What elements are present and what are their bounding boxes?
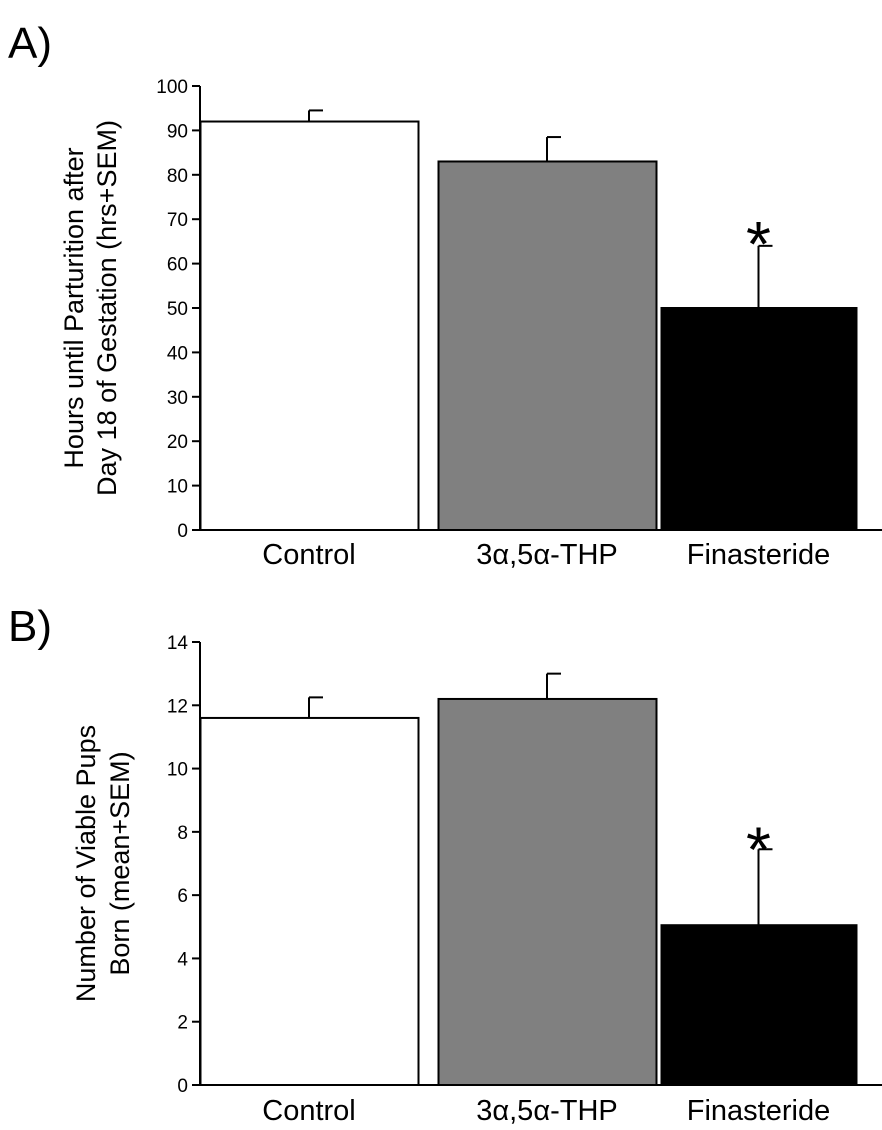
category-label: Finasteride <box>687 1095 830 1127</box>
y-tick-label: 20 <box>167 432 188 453</box>
bar-3-5-thp <box>437 160 658 531</box>
category-label: Finasteride <box>687 539 830 571</box>
bar-control <box>199 120 420 532</box>
y-tick-label: 10 <box>167 477 188 498</box>
significance-asterisk: * <box>746 813 771 885</box>
category-label: 3α,5α-THP <box>476 539 618 571</box>
panel-label: B) <box>8 602 52 651</box>
y-axis-title-line-1: Hours until Parturition after <box>59 147 89 468</box>
y-tick-label: 2 <box>177 1013 188 1034</box>
y-tick-label: 0 <box>177 1076 188 1097</box>
category-label: 3α,5α-THP <box>476 1095 618 1127</box>
bar-3-5-thp <box>437 697 658 1086</box>
y-axis-title-line-2: Born (mean+SEM) <box>105 751 135 975</box>
y-tick-label: 14 <box>167 633 189 654</box>
y-tick-label: 12 <box>167 696 188 717</box>
y-tick-label: 4 <box>177 949 188 970</box>
panel-a: A) Hours until Parturition after Day 18 of… <box>8 19 882 571</box>
y-tick-label: 100 <box>156 77 188 98</box>
significance-asterisk: * <box>746 208 771 280</box>
bar-finasteride <box>660 307 858 531</box>
y-axis-title-line-2: Day 18 of Gestation (hrs+SEM) <box>92 120 122 496</box>
y-tick-label: 10 <box>167 760 188 781</box>
category-label: Control <box>262 539 356 571</box>
y-axis-title-line-1: Number of Viable Pups <box>71 725 101 1002</box>
y-tick-label: 90 <box>167 121 188 142</box>
y-tick-label: 8 <box>177 823 188 844</box>
y-tick-label: 40 <box>167 343 188 364</box>
bar-finasteride <box>660 924 858 1086</box>
y-tick-label: 0 <box>177 521 188 542</box>
y-tick-label: 6 <box>177 886 188 907</box>
y-tick-label: 60 <box>167 255 188 276</box>
y-tick-label: 80 <box>167 166 188 187</box>
y-tick-label: 30 <box>167 388 188 409</box>
category-label: Control <box>262 1095 356 1127</box>
bar-control <box>199 716 420 1086</box>
y-tick-label: 50 <box>167 299 188 320</box>
panel-b: B) Number of Viable Pups Born (mean+SEM) Co… <box>8 602 882 1127</box>
panel-label: A) <box>8 19 52 68</box>
y-tick-label: 70 <box>167 210 188 231</box>
